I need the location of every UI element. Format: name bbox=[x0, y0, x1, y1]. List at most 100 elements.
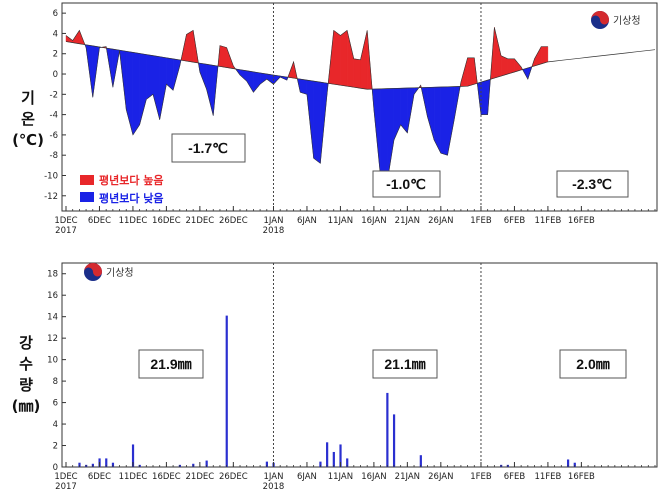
temp-series-line bbox=[65, 27, 548, 183]
precip-bar bbox=[205, 460, 208, 467]
x-tick-label: 16JAN bbox=[361, 216, 386, 226]
y-tick-label: -6 bbox=[50, 131, 58, 141]
x-tick-year: 2017 bbox=[55, 482, 77, 491]
anomaly-segment bbox=[440, 86, 448, 156]
anomaly-segment bbox=[199, 62, 207, 90]
anomaly-segment bbox=[340, 29, 348, 87]
y-tick-label: 2 bbox=[53, 50, 58, 60]
y-tick-label: 2 bbox=[53, 442, 58, 452]
precip-bar bbox=[131, 444, 135, 467]
anomaly-segment bbox=[346, 30, 355, 88]
temp-anomaly-dec: -1.7℃ bbox=[188, 140, 228, 156]
anomaly-segment bbox=[541, 46, 549, 65]
precip-bar bbox=[265, 461, 268, 467]
precip-bar bbox=[573, 462, 576, 467]
x-tick-label: 16FEB bbox=[568, 216, 595, 226]
x-tick-label: 26JAN bbox=[428, 472, 453, 482]
anomaly-segment bbox=[333, 29, 341, 86]
y-tick-label: 10 bbox=[47, 356, 58, 366]
y-tick-label: 6 bbox=[53, 9, 58, 19]
anomaly-segment bbox=[433, 86, 442, 154]
x-tick-label: 11FEB bbox=[534, 472, 561, 482]
temp-y-axis: 6 4 2 0 -2 -4 -6 -8 -10 -12 bbox=[44, 9, 66, 202]
anomaly-segment bbox=[206, 64, 214, 116]
x-tick-label: 6FEB bbox=[504, 216, 526, 226]
anomaly-segment bbox=[467, 57, 475, 87]
precip-axis-label-2: 수 bbox=[19, 355, 33, 373]
kma-logo-top: 기상청 bbox=[591, 11, 641, 29]
anomaly-segment bbox=[139, 53, 147, 125]
y-tick-label: 0 bbox=[53, 70, 58, 80]
x-tick-year: 2017 bbox=[55, 226, 77, 236]
x-tick-label: 11DEC bbox=[119, 216, 148, 226]
precip-bar bbox=[105, 458, 108, 467]
precip-total-box-jan: 21.1㎜ bbox=[372, 349, 438, 379]
x-tick-label: 1JAN bbox=[264, 472, 284, 482]
y-tick-label: -12 bbox=[44, 192, 58, 202]
temp-month-dividers bbox=[272, 3, 482, 211]
y-tick-label: 0 bbox=[53, 463, 58, 473]
precip-bar bbox=[326, 442, 329, 467]
x-tick-label: 16DEC bbox=[152, 216, 181, 226]
legend-swatch-above bbox=[80, 175, 94, 185]
x-tick-label: 16JAN bbox=[361, 472, 386, 482]
anomaly-segment bbox=[300, 78, 308, 95]
x-tick-label: 1DEC bbox=[54, 472, 77, 482]
x-tick-label: 6JAN bbox=[297, 472, 317, 482]
x-tick-label: 6JAN bbox=[297, 216, 317, 226]
precip-axis-label-4: (㎜) bbox=[12, 397, 41, 415]
x-tick-label: 11DEC bbox=[119, 472, 148, 482]
precip-y-axis: 0 2 4 6 8 10 12 14 16 18 bbox=[47, 270, 66, 473]
precip-bar bbox=[566, 459, 570, 467]
y-tick-label: 6 bbox=[53, 399, 58, 409]
precip-bar bbox=[339, 444, 342, 467]
precip-bar bbox=[392, 414, 396, 467]
anomaly-segment bbox=[259, 72, 267, 85]
x-tick-label: 26DEC bbox=[219, 216, 248, 226]
x-tick-label: 21JAN bbox=[395, 472, 420, 482]
temp-plot-frame bbox=[61, 2, 658, 212]
anomaly-segment bbox=[387, 88, 395, 182]
legend-swatch-below bbox=[80, 192, 94, 202]
anomaly-segment bbox=[246, 70, 254, 94]
x-tick-label: 26DEC bbox=[219, 472, 248, 482]
precip-bars bbox=[78, 315, 576, 467]
x-tick-label: 21DEC bbox=[186, 472, 215, 482]
anomaly-segment bbox=[480, 79, 488, 115]
y-tick-label: 4 bbox=[53, 420, 58, 430]
temp-anomaly-jan: -1.0℃ bbox=[386, 176, 426, 192]
x-tick-label: 16FEB bbox=[568, 472, 595, 482]
precip-bar bbox=[319, 461, 322, 467]
y-tick-label: -4 bbox=[50, 111, 58, 121]
anomaly-segment bbox=[534, 46, 542, 67]
precip-axis-label-1: 강 bbox=[19, 334, 33, 352]
temp-axis-label-3: (℃) bbox=[12, 131, 44, 149]
anomaly-segment bbox=[186, 30, 194, 63]
anomaly-segment bbox=[146, 54, 154, 100]
y-tick-label: -2 bbox=[50, 90, 58, 100]
x-tick-label: 11JAN bbox=[328, 472, 353, 482]
x-tick-label: 26JAN bbox=[428, 216, 453, 226]
temp-legend: 평년보다 높음 평년보다 낮음 bbox=[80, 173, 164, 205]
anomaly-segment bbox=[253, 71, 261, 93]
precip-month-dividers bbox=[272, 263, 482, 467]
anomaly-segment bbox=[427, 87, 435, 141]
x-tick-label: 1FEB bbox=[470, 216, 492, 226]
x-tick-label: 6DEC bbox=[88, 472, 111, 482]
x-tick-label: 21DEC bbox=[186, 216, 215, 226]
precip-plot-frame bbox=[61, 262, 658, 468]
temp-axis-label-2: 온 bbox=[21, 110, 35, 128]
temp-anomaly-box-jan: -1.0℃ bbox=[372, 170, 441, 198]
precip-bar bbox=[419, 455, 422, 467]
temp-anomaly-box-feb: -2.3℃ bbox=[556, 170, 629, 198]
anomaly-segment bbox=[507, 58, 515, 75]
temp-anomaly-box-dec: -1.7℃ bbox=[171, 133, 246, 163]
y-tick-label: 18 bbox=[47, 270, 58, 280]
anomaly-segment bbox=[373, 88, 381, 178]
logo-text-top: 기상청 bbox=[613, 15, 641, 27]
x-tick-year: 2018 bbox=[263, 482, 285, 491]
anomaly-segment bbox=[360, 30, 368, 90]
